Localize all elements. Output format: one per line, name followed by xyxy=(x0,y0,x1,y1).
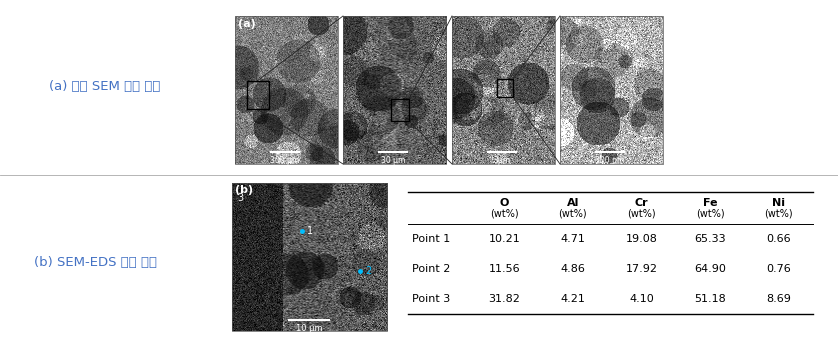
Text: 300 μm: 300 μm xyxy=(271,156,300,165)
Text: (wt%): (wt%) xyxy=(696,209,724,219)
Bar xyxy=(497,79,513,97)
Text: Fe: Fe xyxy=(703,198,717,208)
Text: (wt%): (wt%) xyxy=(559,209,587,219)
Text: 10.21: 10.21 xyxy=(489,234,520,244)
Bar xyxy=(343,16,446,164)
Text: 31.82: 31.82 xyxy=(489,294,520,304)
Text: 3: 3 xyxy=(237,193,243,203)
Bar xyxy=(560,16,663,164)
Text: 4.21: 4.21 xyxy=(561,294,585,304)
Text: (b) SEM-EDS 분석 결과: (b) SEM-EDS 분석 결과 xyxy=(34,255,157,268)
Text: 17.92: 17.92 xyxy=(625,264,658,274)
Text: (a): (a) xyxy=(238,19,256,29)
Text: (a) 계면 SEM 분석 결과: (a) 계면 SEM 분석 결과 xyxy=(49,81,161,94)
Text: 300 nm: 300 nm xyxy=(595,156,624,165)
Bar xyxy=(235,16,338,164)
Text: 65.33: 65.33 xyxy=(695,234,726,244)
Text: (b): (b) xyxy=(235,185,253,195)
Bar xyxy=(391,99,409,121)
Text: 2: 2 xyxy=(365,266,371,276)
Text: 64.90: 64.90 xyxy=(694,264,726,274)
Text: Point 3: Point 3 xyxy=(412,294,450,304)
Bar xyxy=(452,16,555,164)
Text: 1: 1 xyxy=(307,226,313,236)
Bar xyxy=(232,183,387,331)
Text: 3μm: 3μm xyxy=(494,156,510,165)
Text: 4.10: 4.10 xyxy=(629,294,654,304)
Text: Cr: Cr xyxy=(634,198,649,208)
Text: 0.66: 0.66 xyxy=(767,234,791,244)
Text: 30 μm: 30 μm xyxy=(380,156,406,165)
Text: 10 μm: 10 μm xyxy=(296,324,323,333)
Text: 4.71: 4.71 xyxy=(561,234,585,244)
Text: Al: Al xyxy=(566,198,579,208)
Text: 0.76: 0.76 xyxy=(766,264,791,274)
Text: 19.08: 19.08 xyxy=(625,234,658,244)
Text: 11.56: 11.56 xyxy=(489,264,520,274)
Text: (wt%): (wt%) xyxy=(764,209,793,219)
Text: Ni: Ni xyxy=(772,198,785,208)
Text: (wt%): (wt%) xyxy=(490,209,519,219)
Bar xyxy=(247,81,269,109)
Text: Point 2: Point 2 xyxy=(412,264,450,274)
Text: 51.18: 51.18 xyxy=(694,294,726,304)
Text: 8.69: 8.69 xyxy=(766,294,791,304)
Text: Point 1: Point 1 xyxy=(412,234,450,244)
Text: O: O xyxy=(499,198,509,208)
Text: (wt%): (wt%) xyxy=(627,209,656,219)
Text: 4.86: 4.86 xyxy=(561,264,585,274)
